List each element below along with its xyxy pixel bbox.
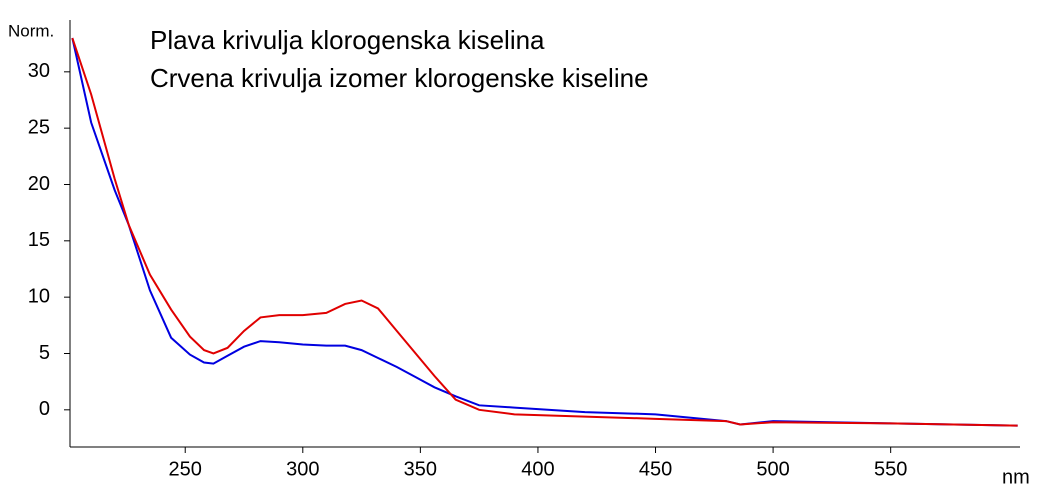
y-axis-label: Norm. xyxy=(8,21,54,40)
y-tick-label: 5 xyxy=(39,342,50,364)
x-tick-label: 500 xyxy=(756,458,789,480)
y-tick-label: 0 xyxy=(39,398,50,420)
y-tick-label: 10 xyxy=(28,285,50,307)
y-tick-label: 15 xyxy=(28,229,50,251)
annotation: Crvena krivulja izomer klorogenske kisel… xyxy=(150,63,649,93)
y-tick-label: 30 xyxy=(28,60,50,82)
line-series xyxy=(71,37,1018,427)
x-tick-label: 250 xyxy=(169,458,202,480)
x-tick-label: 550 xyxy=(874,458,907,480)
x-tick-label: 400 xyxy=(521,458,554,480)
x-axis-label: nm xyxy=(1002,466,1030,488)
x-tick-label: 450 xyxy=(639,458,672,480)
line-series xyxy=(71,37,1018,427)
annotation: Plava krivulja klorogenska kiselina xyxy=(150,25,545,55)
x-tick-label: 300 xyxy=(286,458,319,480)
x-tick-label: 350 xyxy=(404,458,437,480)
y-tick-label: 25 xyxy=(28,116,50,138)
y-tick-label: 20 xyxy=(28,173,50,195)
